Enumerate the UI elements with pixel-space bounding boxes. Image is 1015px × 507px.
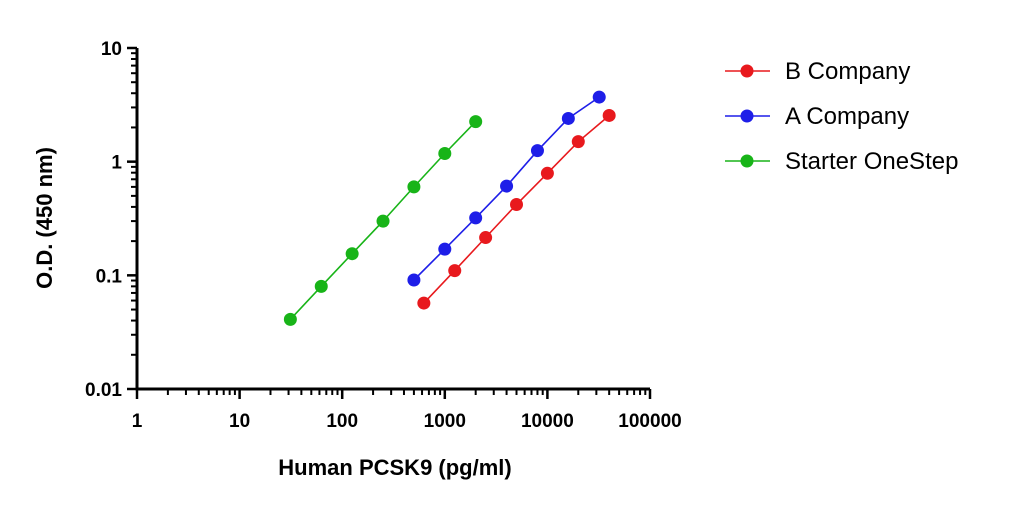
y-tick-label: 1 [111, 153, 122, 174]
data-point [540, 166, 554, 180]
data-point [469, 211, 483, 225]
data-point [602, 108, 616, 122]
legend-label: B Company [785, 58, 910, 85]
y-tick-label: 0.1 [96, 266, 123, 287]
data-point [500, 179, 514, 193]
data-point [530, 144, 544, 158]
data-point [345, 247, 359, 261]
data-point [448, 264, 462, 278]
x-axis-title: Human PCSK9 (pg/ml) [278, 455, 511, 480]
data-point [571, 135, 585, 149]
x-tick-label: 100000 [618, 411, 681, 432]
legend-marker [740, 64, 754, 78]
legend-label: A Company [785, 103, 909, 130]
y-axis-title: O.D. (450 nm) [32, 147, 57, 289]
data-point [438, 146, 452, 160]
axes: 1 10 100 1000 10000 100000 0.01 0.1 1 10 [85, 39, 682, 432]
data-point [469, 115, 483, 129]
x-tick-label: 1 [132, 411, 143, 432]
series-a-company [407, 90, 606, 287]
legend: B Company A Company Starter OneStep [725, 58, 958, 175]
series-b-company [417, 108, 616, 310]
legend-label: Starter OneStep [785, 148, 958, 175]
data-point [376, 214, 390, 228]
x-tick-label: 100 [326, 411, 358, 432]
data-point [314, 279, 328, 293]
data-point [438, 242, 452, 256]
data-point [592, 90, 606, 104]
legend-item: B Company [725, 58, 910, 85]
data-point [407, 180, 421, 194]
series-starter-onestep [283, 115, 483, 326]
y-tick-label: 10 [101, 39, 122, 60]
data-point [417, 296, 431, 310]
data-point [407, 273, 421, 287]
x-tick-label: 10 [229, 411, 250, 432]
legend-marker [740, 109, 754, 123]
data-point [283, 312, 297, 326]
y-tick-label: 0.01 [85, 380, 122, 401]
x-tick-label: 1000 [424, 411, 466, 432]
legend-item: A Company [725, 103, 909, 130]
x-tick-label: 10000 [521, 411, 574, 432]
data-point [510, 197, 524, 211]
legend-item: Starter OneStep [725, 148, 958, 175]
series-layer [283, 90, 616, 326]
legend-marker [740, 154, 754, 168]
data-point [479, 231, 493, 245]
data-point [561, 111, 575, 125]
